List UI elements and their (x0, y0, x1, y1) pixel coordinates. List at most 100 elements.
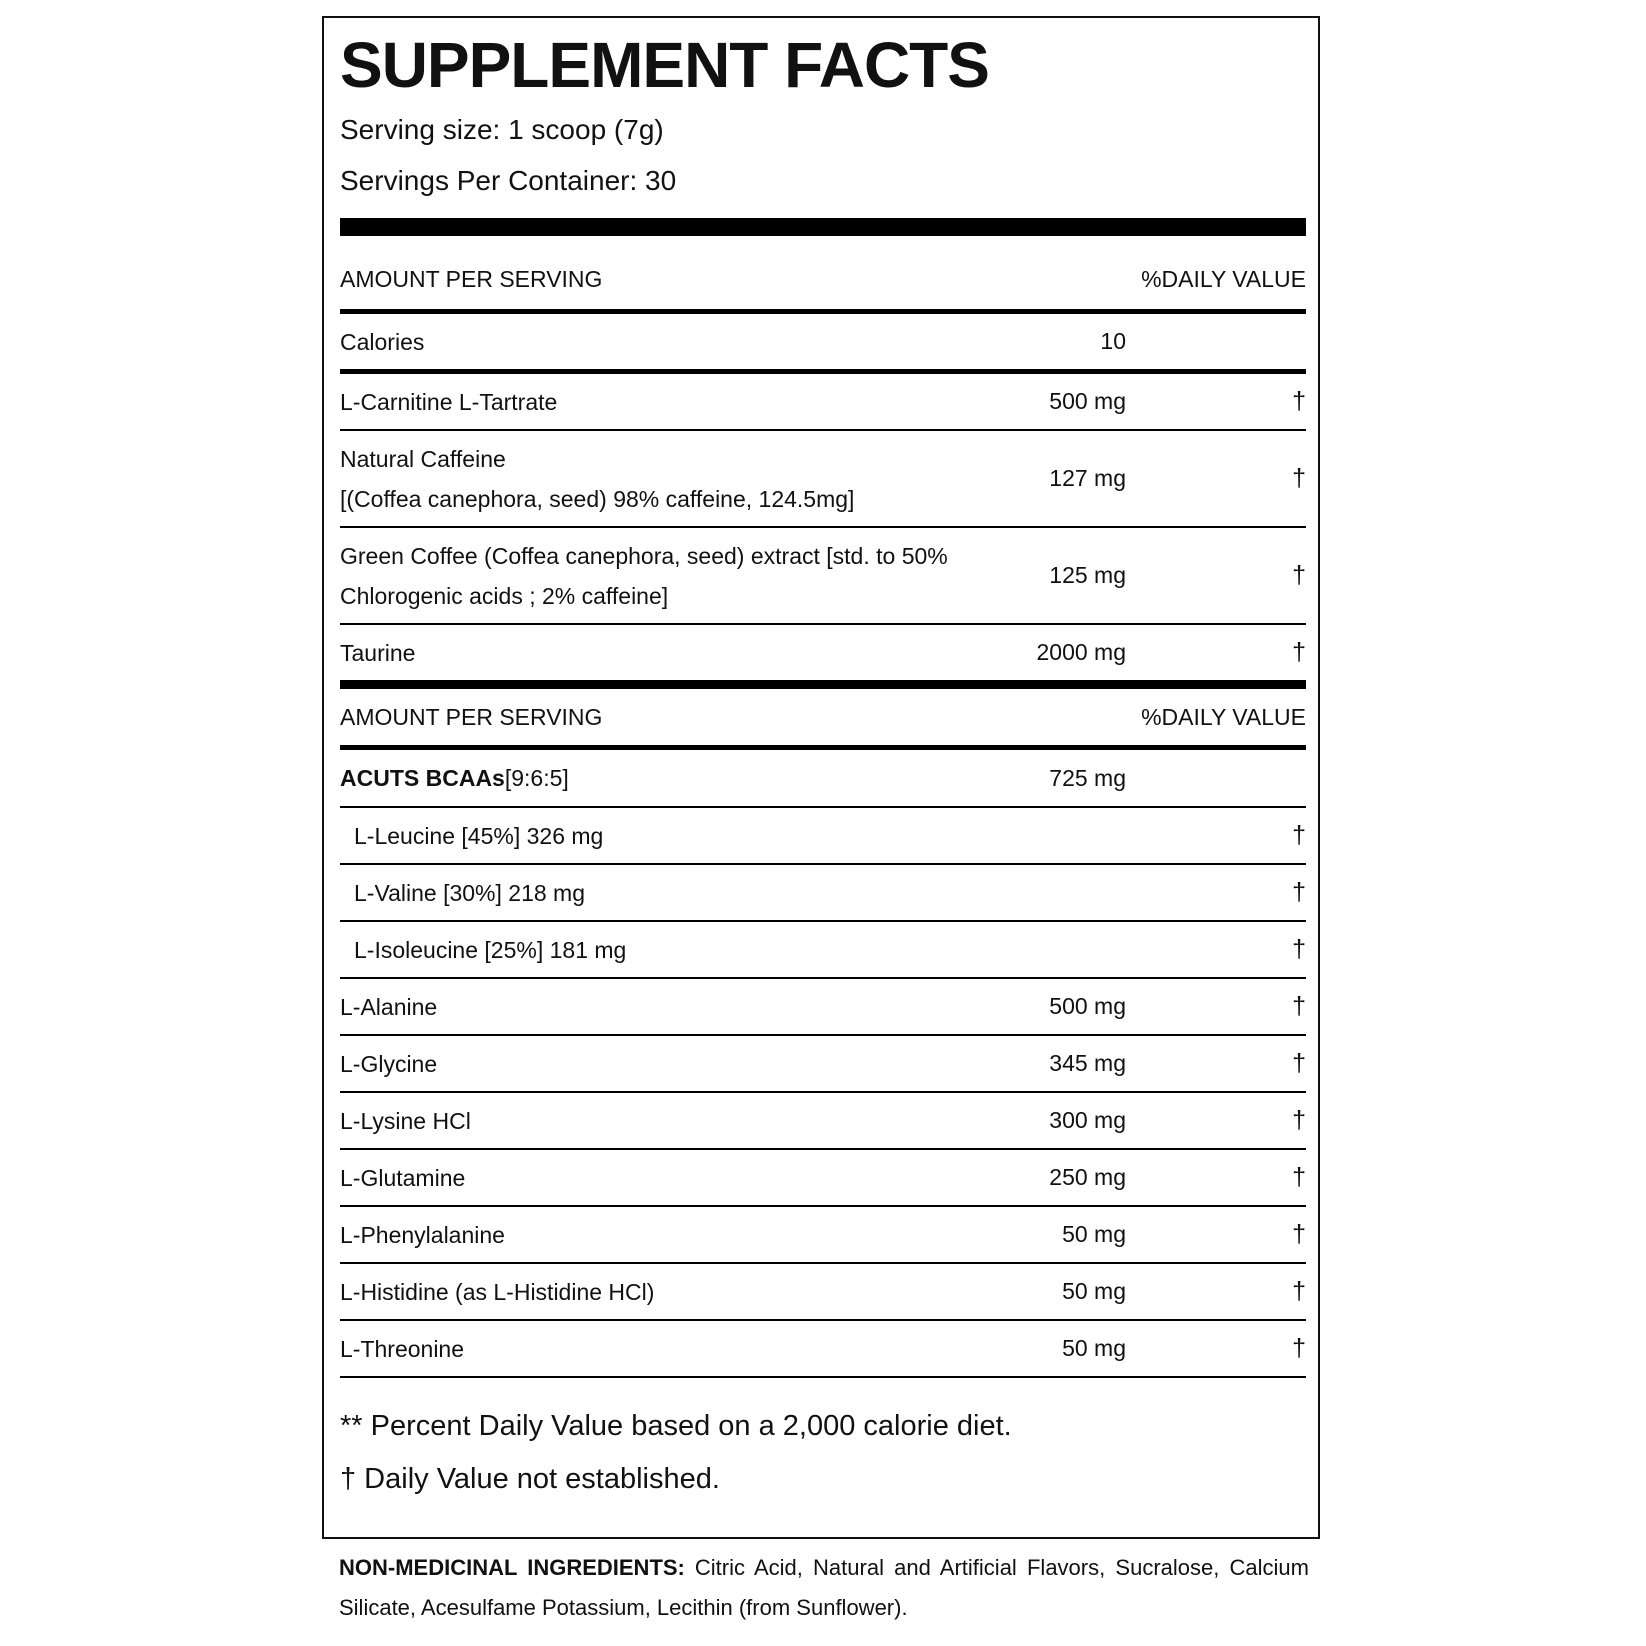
divider (340, 623, 1306, 625)
divider (340, 1205, 1306, 1207)
divider (340, 745, 1306, 750)
footnote-percent: ** Percent Daily Value based on a 2,000 … (340, 1410, 1012, 1442)
ingredient-row: L-Alanine 500 mg † (340, 979, 1306, 1034)
table-header: AMOUNT PER SERVING %DAILY VALUE (340, 236, 1306, 309)
ingredient-row: L-Leucine [45%] 326 mg † (340, 808, 1306, 863)
row-name: Green Coffee (Coffea canephora, seed) ex… (340, 536, 1306, 616)
footnote-dagger: † Daily Value not established. (340, 1463, 720, 1495)
row-name: ACUTS BCAAs[9:6:5] (340, 758, 1306, 798)
label-title: SUPPLEMENT FACTS (340, 29, 990, 101)
row-name: L-Phenylalanine (340, 1215, 1306, 1255)
divider (340, 1091, 1306, 1093)
divider (340, 1034, 1306, 1036)
dagger-icon: † (1292, 1163, 1306, 1191)
ingredient-name: L-Isoleucine [25%] 181 mg (354, 936, 627, 963)
servings-per-container: Servings Per Container: 30 (340, 165, 677, 196)
dagger-icon: † (1292, 992, 1306, 1020)
ingredient-name: L-Glutamine (340, 1164, 466, 1191)
dagger-icon: † (1292, 1220, 1306, 1248)
ingredient-row: L-Valine [30%] 218 mg † (340, 865, 1306, 920)
row-amount: 125 mg (1049, 562, 1126, 588)
row-name: Taurine (340, 633, 1306, 673)
dagger-icon: † (1292, 1049, 1306, 1077)
ingredient-row: L-Carnitine L-Tartrate 500 mg † (340, 374, 1306, 429)
bcaa-name: ACUTS BCAAs (340, 765, 505, 791)
ingredient-name: L-Threonine (340, 1335, 465, 1362)
non-medicinal-text: Citric Acid, Natural and Artificial Flav… (339, 1555, 1309, 1620)
ingredient-name: L-Alanine (340, 993, 438, 1020)
ingredient-row: L-Lysine HCl 300 mg † (340, 1093, 1306, 1148)
dagger-icon: † (1292, 1334, 1306, 1362)
ingredient-name: L-Carnitine L-Tartrate (340, 388, 558, 415)
row-amount: 127 mg (1049, 465, 1126, 491)
serving-size: Serving size: 1 scoop (7g) (340, 114, 664, 145)
dagger-icon: † (1292, 935, 1306, 963)
table-header-2: AMOUNT PER SERVING %DAILY VALUE (340, 689, 1306, 745)
row-amount: 50 mg (1062, 1335, 1126, 1361)
row-name: Calories (340, 328, 425, 355)
divider (340, 1319, 1306, 1321)
divider (340, 977, 1306, 979)
dagger-icon: † (1292, 821, 1306, 849)
dagger-icon: † (1292, 638, 1306, 666)
row-amount: 725 mg (1049, 764, 1126, 791)
dagger-icon: † (1292, 1277, 1306, 1305)
ingredient-name: L-Glycine (340, 1050, 438, 1077)
divider (340, 526, 1306, 528)
label-border (322, 16, 1320, 1539)
ingredient-row: L-Phenylalanine 50 mg † (340, 1207, 1306, 1262)
dagger-icon: † (1292, 878, 1306, 906)
bcaa-row: ACUTS BCAAs[9:6:5] 725 mg (340, 750, 1306, 806)
amount-per-serving-label: AMOUNT PER SERVING (340, 703, 603, 730)
row-name: L-Threonine (340, 1329, 1306, 1369)
amount-per-serving-label: AMOUNT PER SERVING (340, 266, 603, 292)
divider (340, 920, 1306, 922)
daily-value-label: %DAILY VALUE (1141, 266, 1306, 292)
ingredient-name: L-Leucine [45%] 326 mg (354, 822, 604, 849)
thick-divider (340, 680, 1306, 689)
non-medicinal-label: NON-MEDICINAL INGREDIENTS: (339, 1555, 685, 1580)
thick-divider (340, 218, 1306, 236)
row-name: L-Lysine HCl (340, 1101, 1306, 1141)
ingredient-detail: Chlorogenic acids ; 2% caffeine] (340, 582, 669, 609)
row-amount: 500 mg (1049, 993, 1126, 1019)
row-amount: 2000 mg (1036, 639, 1126, 665)
row-amount: 50 mg (1062, 1221, 1126, 1247)
daily-value-label: %DAILY VALUE (1141, 703, 1306, 730)
divider (340, 806, 1306, 808)
ingredient-name: Taurine (340, 639, 416, 666)
ingredient-name: L-Phenylalanine (340, 1221, 505, 1248)
ingredient-row: L-Glycine 345 mg † (340, 1036, 1306, 1091)
ingredient-row: L-Glutamine 250 mg † (340, 1150, 1306, 1205)
row-name: L-Alanine (340, 987, 1306, 1027)
row-amount: 300 mg (1049, 1107, 1126, 1133)
row-name: L-Histidine (as L-Histidine HCl) (340, 1272, 1306, 1312)
row-name: L-Carnitine L-Tartrate (340, 382, 1306, 422)
ingredient-row: Taurine 2000 mg † (340, 625, 1306, 680)
divider (340, 1376, 1306, 1378)
row-name: L-Glutamine (340, 1158, 1306, 1198)
divider (340, 309, 1306, 314)
ingredient-name: Green Coffee (Coffea canephora, seed) ex… (340, 542, 948, 569)
row-amount: 50 mg (1062, 1278, 1126, 1304)
ingredient-name: L-Histidine (as L-Histidine HCl) (340, 1278, 655, 1305)
row-name: L-Valine [30%] 218 mg (340, 873, 1306, 913)
divider (340, 1148, 1306, 1150)
ingredient-name: L-Valine [30%] 218 mg (354, 879, 585, 906)
row-name: L-Glycine (340, 1044, 1306, 1084)
ingredient-row: L-Threonine 50 mg † (340, 1321, 1306, 1376)
divider (340, 1262, 1306, 1264)
row-amount: 345 mg (1049, 1050, 1126, 1076)
ingredient-row: Green Coffee (Coffea canephora, seed) ex… (340, 528, 1306, 623)
ingredient-row: L-Isoleucine [25%] 181 mg † (340, 922, 1306, 977)
divider (340, 369, 1306, 374)
dagger-icon: † (1292, 561, 1306, 589)
dagger-icon: † (1292, 1106, 1306, 1134)
row-amount: 500 mg (1049, 388, 1126, 414)
row-amount: 10 (1100, 328, 1126, 354)
dagger-icon: † (1292, 464, 1306, 492)
non-medicinal-ingredients: NON-MEDICINAL INGREDIENTS: Citric Acid, N… (339, 1548, 1309, 1628)
row-name: L-Isoleucine [25%] 181 mg (340, 930, 1306, 970)
row-name: Natural Caffeine [(Coffea canephora, seed… (340, 439, 1306, 519)
ingredient-row: Natural Caffeine [(Coffea canephora, seed… (340, 431, 1306, 526)
